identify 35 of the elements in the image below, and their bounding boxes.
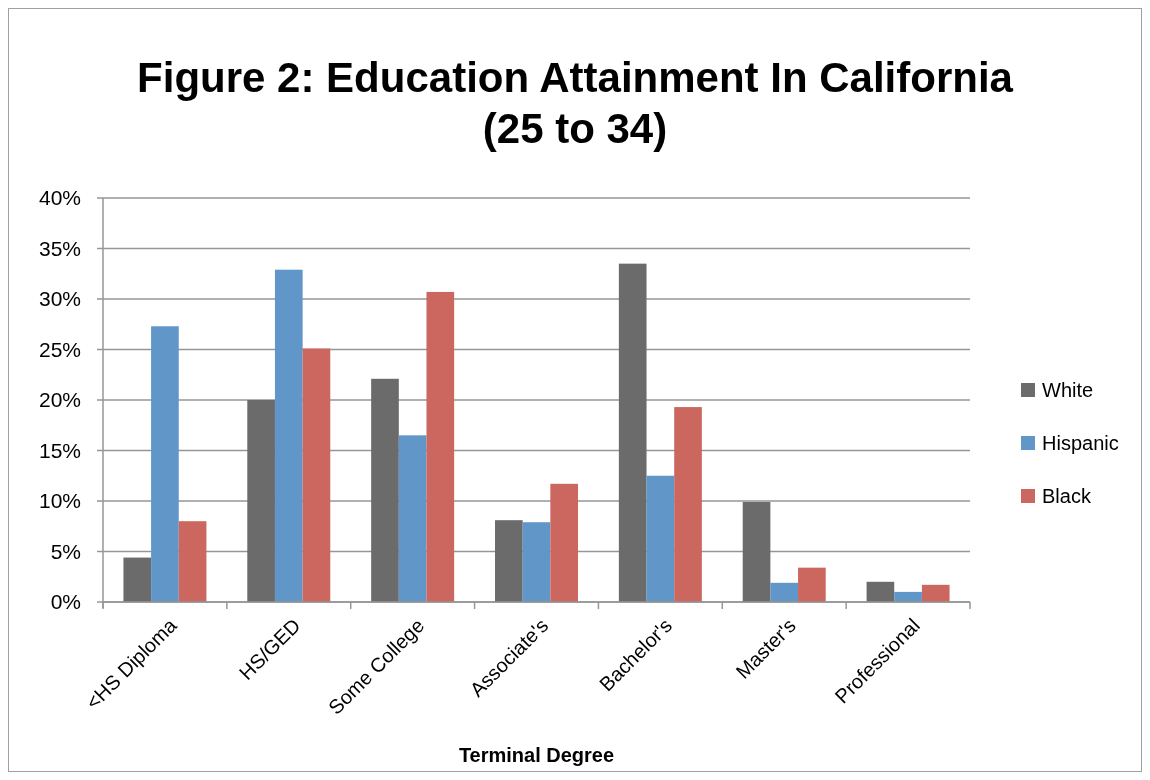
legend-label: Black <box>1042 485 1092 507</box>
y-tick-label: 20% <box>38 388 81 412</box>
bar <box>123 557 152 602</box>
bar <box>866 581 895 602</box>
bar <box>178 521 207 602</box>
chart-title: Figure 2: Education Attainment In California (25 to 34) <box>137 54 1014 152</box>
y-tick-label: 5% <box>50 539 81 563</box>
bar <box>798 567 826 602</box>
bar <box>646 475 675 602</box>
bar <box>770 582 799 602</box>
y-tick-label: 40% <box>38 186 81 210</box>
bar <box>495 520 523 602</box>
bar <box>274 269 303 602</box>
y-tick-label: 15% <box>38 438 81 462</box>
bar <box>522 522 551 602</box>
bar <box>302 348 331 602</box>
y-tick-label: 25% <box>38 337 81 361</box>
bar <box>247 400 275 602</box>
bar <box>151 326 179 602</box>
y-tick-label: 10% <box>38 489 81 513</box>
legend-label: White <box>1042 379 1094 401</box>
y-tick-label: 35% <box>38 236 81 260</box>
bar <box>426 291 455 602</box>
legend-label: Hispanic <box>1042 432 1119 454</box>
bar <box>398 435 427 602</box>
y-tick-label: 0% <box>50 590 81 614</box>
bar <box>921 584 950 602</box>
bar <box>894 591 922 602</box>
bar <box>674 407 702 602</box>
bar <box>618 263 647 602</box>
bar <box>550 483 578 602</box>
x-axis-title: Terminal Degree <box>458 744 615 766</box>
bar <box>371 378 399 602</box>
y-tick-label: 30% <box>38 287 81 311</box>
bar <box>742 502 771 602</box>
